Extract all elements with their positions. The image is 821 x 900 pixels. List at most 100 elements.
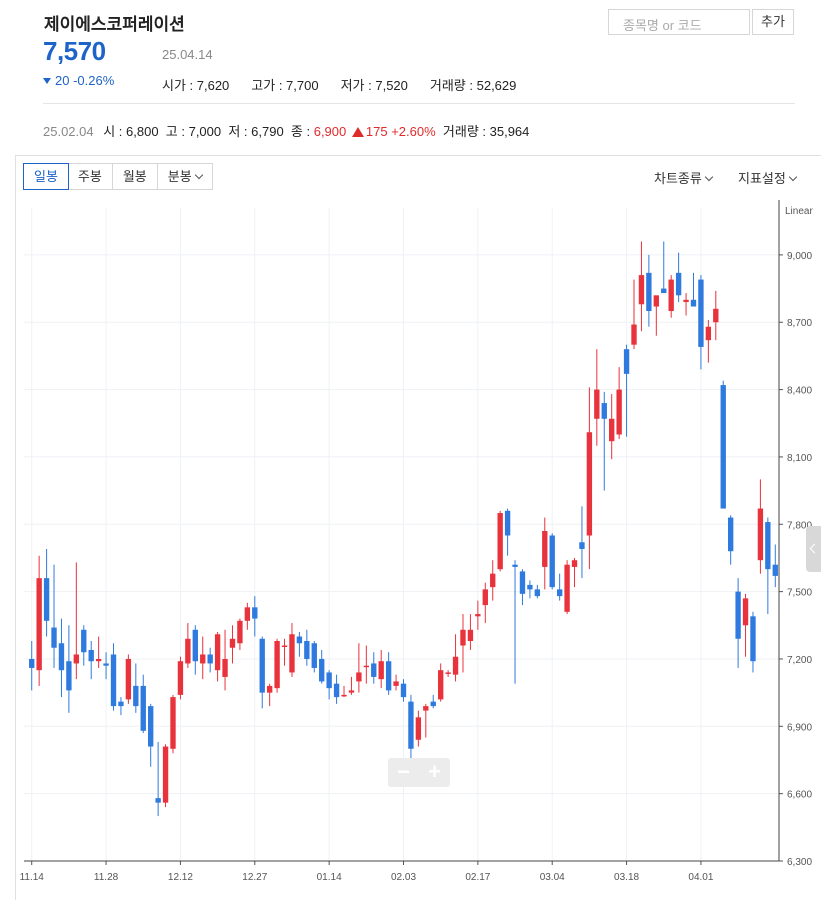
- candle-body: [601, 403, 607, 419]
- candle-body: [772, 564, 778, 576]
- compare-change: 175: [365, 124, 388, 139]
- tab-monthly[interactable]: 월봉: [113, 164, 158, 189]
- candle-body: [95, 658, 102, 662]
- current-price: 7,570: [43, 36, 106, 66]
- candle-body: [229, 638, 236, 648]
- candle-body: [200, 654, 206, 664]
- candle-body: [519, 571, 526, 594]
- change-pct: -0.26%: [73, 73, 115, 88]
- tab-minute-label: 분봉: [167, 169, 192, 184]
- candle-body: [527, 584, 533, 590]
- candle-body: [482, 589, 488, 606]
- side-panel-toggle[interactable]: [806, 526, 821, 572]
- compare-date: 25.02.04: [43, 124, 94, 139]
- candle-body: [549, 535, 555, 588]
- candle-body: [214, 634, 221, 671]
- tab-daily[interactable]: 일봉: [23, 163, 69, 190]
- candle-body: [542, 531, 548, 567]
- candle-body: [162, 746, 169, 803]
- x-tick-label: 11.28: [94, 872, 119, 883]
- candle-body: [326, 672, 332, 689]
- x-tick-label: 04.01: [688, 872, 713, 883]
- indicator-dropdown[interactable]: 지표설정: [738, 168, 798, 187]
- candle-body: [445, 672, 451, 674]
- candle-body: [683, 299, 689, 303]
- candle-body: [252, 607, 258, 619]
- y-tick-label: 6,300: [787, 857, 812, 868]
- candle-body: [742, 598, 749, 626]
- candle-body: [638, 275, 645, 305]
- candle-body: [348, 690, 355, 693]
- candle-body: [713, 308, 719, 323]
- compare-info: 25.02.04 시 : 6,800 고 : 7,000 저 : 6,790 종…: [43, 121, 529, 140]
- candle-body: [653, 295, 659, 307]
- candle-body: [735, 591, 741, 639]
- y-tick-label: 8,400: [787, 386, 812, 397]
- candle-body: [571, 560, 578, 567]
- compare-open: 시 : 6,800: [103, 124, 159, 139]
- candle-body: [400, 683, 407, 698]
- search-input[interactable]: 종목명 or 코드: [608, 9, 750, 35]
- y-tick-label: 8,700: [787, 318, 812, 329]
- compare-change-pct: +2.60%: [391, 124, 436, 139]
- candle-body: [110, 654, 117, 707]
- tab-minute[interactable]: 분봉: [158, 164, 212, 189]
- candle-body: [304, 641, 310, 659]
- candle-body: [185, 638, 191, 664]
- candle-body: [66, 661, 72, 691]
- candle-body: [698, 279, 704, 347]
- chart-type-label: 차트종류: [654, 171, 702, 186]
- zoom-in-button[interactable]: +: [428, 759, 441, 784]
- period-tabs: 일봉 주봉 월봉 분봉: [23, 163, 213, 190]
- candle-body: [668, 279, 674, 312]
- candle-body: [631, 324, 637, 345]
- candle-body: [757, 508, 764, 561]
- candle-body: [646, 272, 652, 312]
- candle-body: [363, 665, 369, 668]
- chevron-left-icon: [809, 543, 820, 554]
- scale-label: Linear: [785, 206, 813, 217]
- stat-high: 고가 : 7,700: [251, 78, 319, 93]
- candle-body: [51, 627, 57, 648]
- y-tick-label: 7,800: [787, 520, 812, 531]
- candle-body: [289, 634, 295, 673]
- candle-body: [177, 661, 184, 695]
- candle-body: [259, 638, 265, 693]
- candle-body: [274, 641, 280, 689]
- header-divider: [43, 103, 795, 104]
- y-tick-label: 8,100: [787, 453, 812, 464]
- candle-body: [564, 564, 570, 612]
- candle-body: [311, 643, 317, 668]
- candle-body: [415, 717, 422, 740]
- candle-body: [586, 432, 593, 536]
- y-tick-label: 9,000: [787, 251, 812, 262]
- candle-body: [609, 418, 615, 442]
- candle-body: [393, 681, 399, 686]
- zoom-out-button[interactable]: −: [397, 759, 410, 784]
- candle-body: [497, 513, 503, 570]
- compare-close: 6,900: [313, 124, 347, 139]
- candle-body: [475, 614, 481, 617]
- price-change: 20 -0.26%: [43, 73, 114, 88]
- candle-body: [133, 685, 139, 707]
- x-tick-label: 03.04: [540, 872, 565, 883]
- chart-type-dropdown[interactable]: 차트종류: [654, 168, 714, 187]
- tab-weekly[interactable]: 주봉: [68, 164, 113, 189]
- candle-body: [319, 658, 325, 682]
- compare-low: 저 : 6,790: [228, 124, 284, 139]
- down-arrow-icon: [43, 78, 51, 84]
- x-tick-label: 01.14: [317, 872, 342, 883]
- candle-body: [750, 616, 756, 662]
- candle-body: [281, 645, 288, 647]
- x-tick-label: 12.12: [168, 872, 193, 883]
- add-button[interactable]: 추가: [752, 9, 794, 35]
- candle-body: [103, 663, 109, 666]
- candle-body: [155, 798, 161, 803]
- candle-body: [430, 701, 436, 707]
- stat-low: 저가 : 7,520: [340, 78, 408, 93]
- candle-body: [244, 607, 251, 621]
- candle-body: [690, 299, 697, 307]
- x-tick-label: 12.27: [242, 872, 267, 883]
- candle-body: [36, 578, 42, 671]
